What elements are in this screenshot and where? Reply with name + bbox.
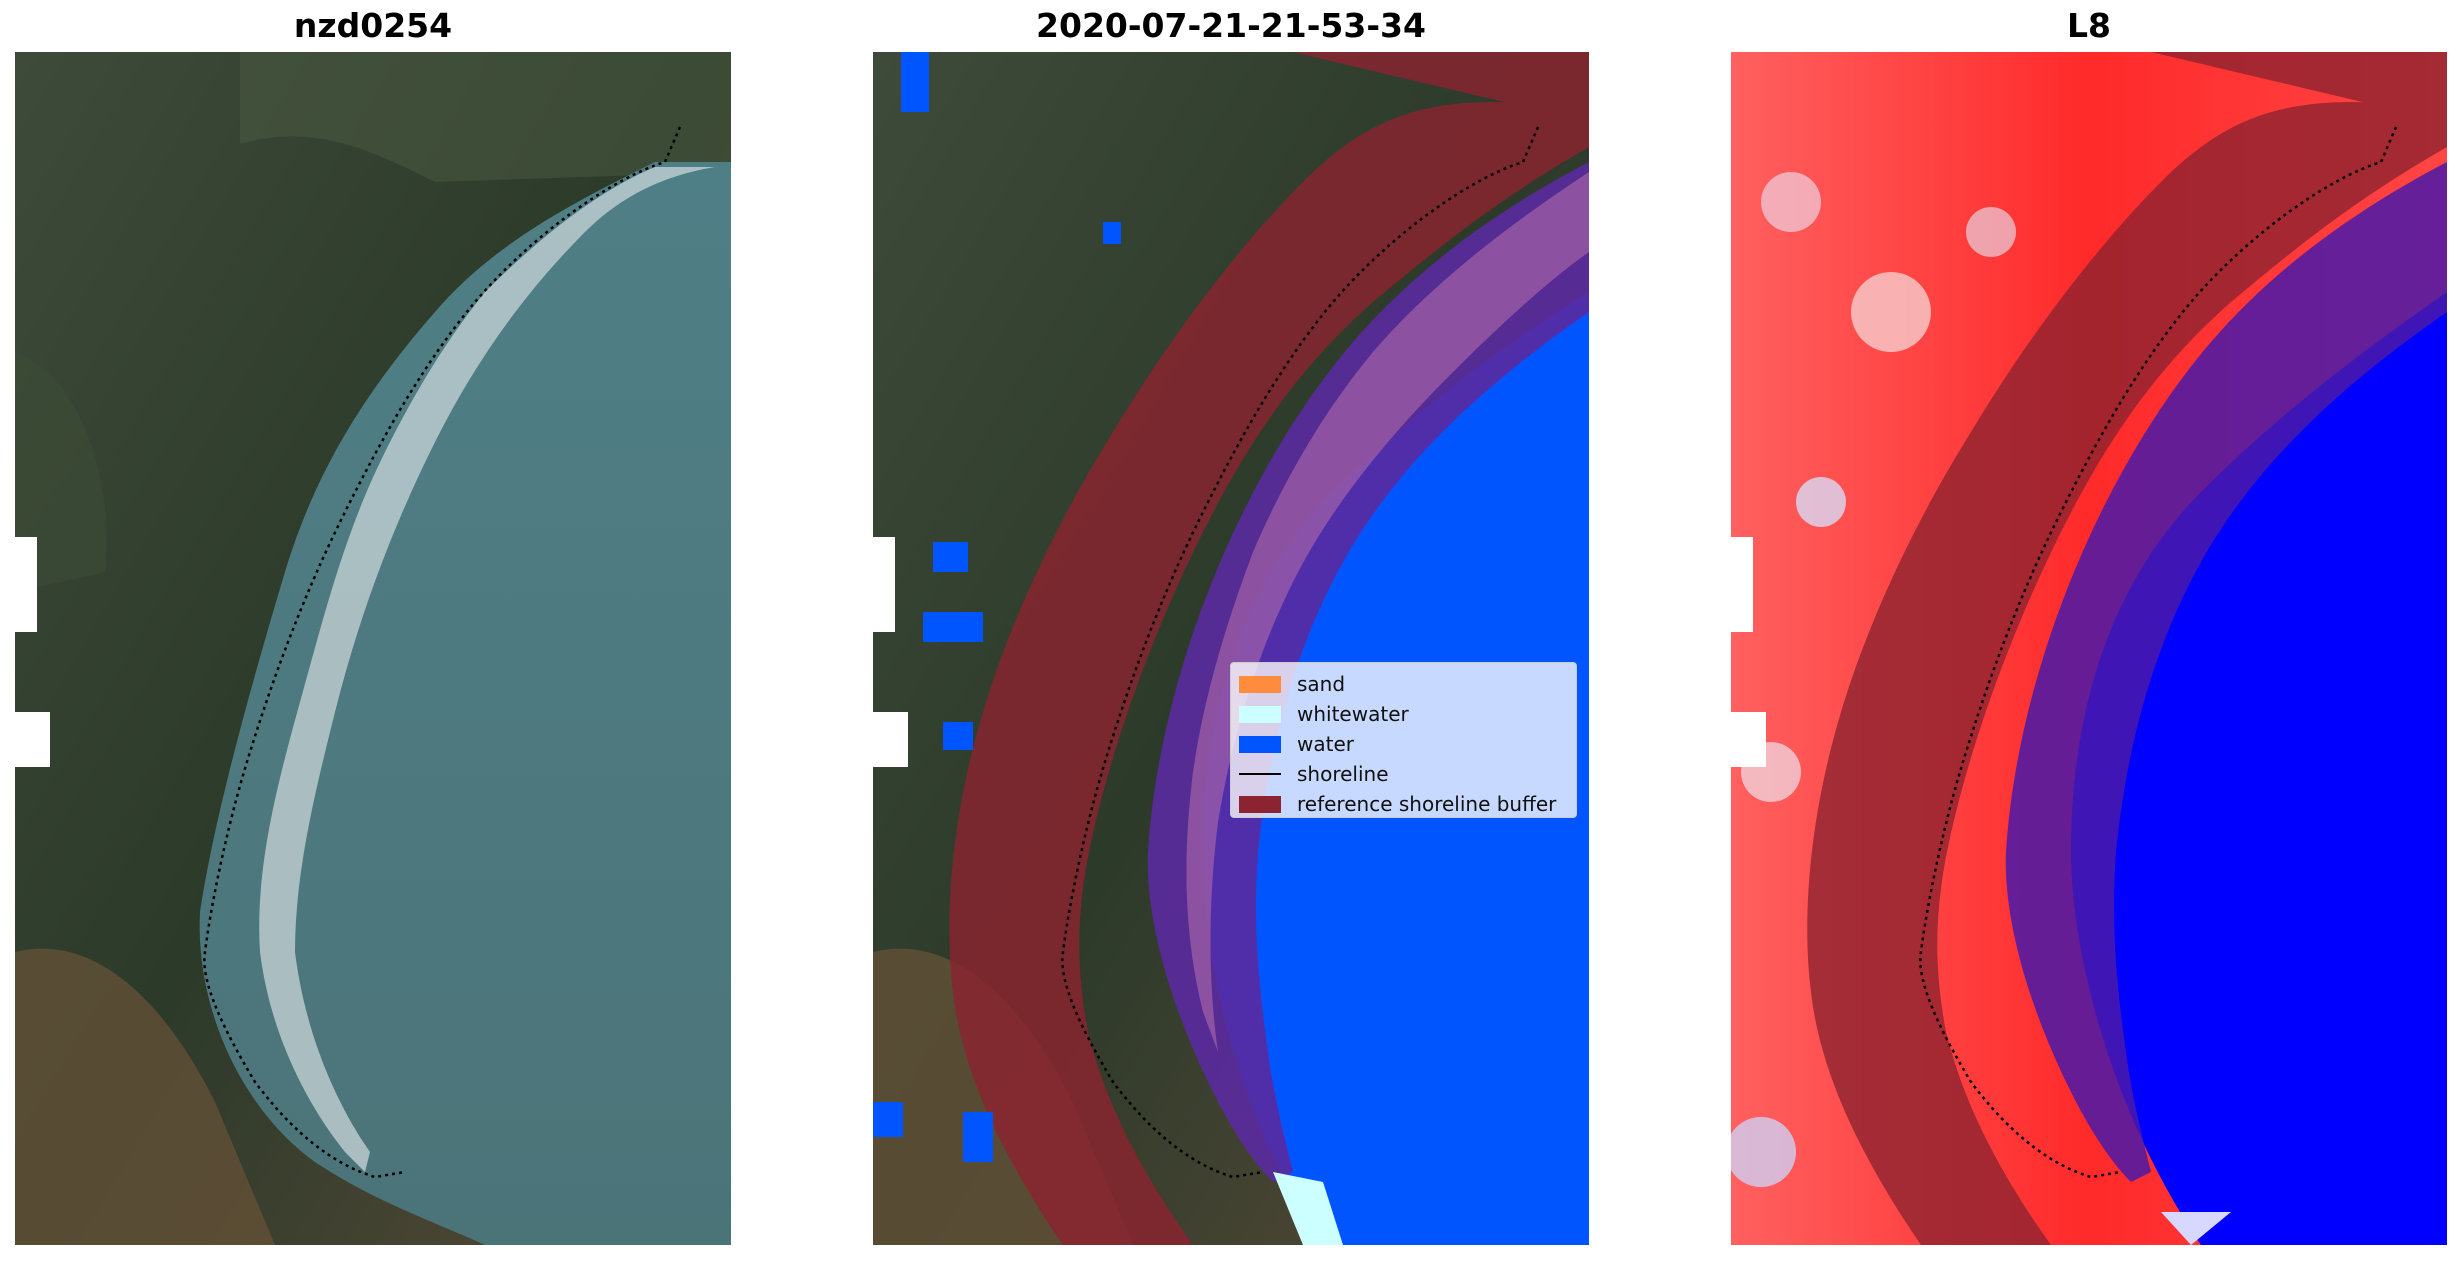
shoreline-line-classified: [1061, 126, 1540, 1179]
shoreline-line-index: [1919, 126, 2398, 1179]
index-image-panel: [1731, 52, 2447, 1245]
reference-buffer-overlay: [1807, 52, 2447, 1245]
water-index-region: [2071, 292, 2447, 1245]
classification-panel: [873, 52, 1589, 1245]
panel-title-date: 2020-07-21-21-53-34: [1036, 6, 1426, 45]
panel-title-rgb: nzd0254: [293, 6, 453, 45]
rgb-satellite-image: [15, 52, 731, 1245]
l8-index-image: [1731, 52, 2447, 1245]
ocean-area: [199, 162, 731, 1245]
classification-image: [873, 52, 1589, 1245]
shoreline-line: [203, 126, 682, 1179]
buffer-swatch: [1239, 795, 1281, 813]
legend-label-water: water: [1297, 732, 1354, 756]
sand-swatch: [1239, 675, 1281, 693]
whitewater-surf: [259, 167, 715, 1172]
legend-item-shoreline: shoreline: [1239, 759, 1566, 789]
whitewater-swatch: [1239, 705, 1281, 723]
classification-legend: sand whitewater water shoreline referenc…: [1230, 662, 1577, 818]
legend-label-buffer: reference shoreline buffer: [1297, 792, 1557, 816]
legend-item-whitewater: whitewater: [1239, 699, 1566, 729]
legend-item-sand: sand: [1239, 669, 1566, 699]
reference-shoreline-buffer: [949, 52, 1589, 1245]
legend-label-sand: sand: [1297, 672, 1346, 696]
legend-label-whitewater: whitewater: [1297, 702, 1409, 726]
legend-label-shoreline: shoreline: [1297, 762, 1389, 786]
rgb-image-panel: [15, 52, 731, 1245]
legend-item-water: water: [1239, 729, 1566, 759]
panel-title-l8: L8: [2067, 6, 2111, 45]
legend-item-buffer: reference shoreline buffer: [1239, 789, 1566, 819]
shoreline-swatch: [1239, 773, 1281, 775]
water-swatch: [1239, 735, 1281, 753]
